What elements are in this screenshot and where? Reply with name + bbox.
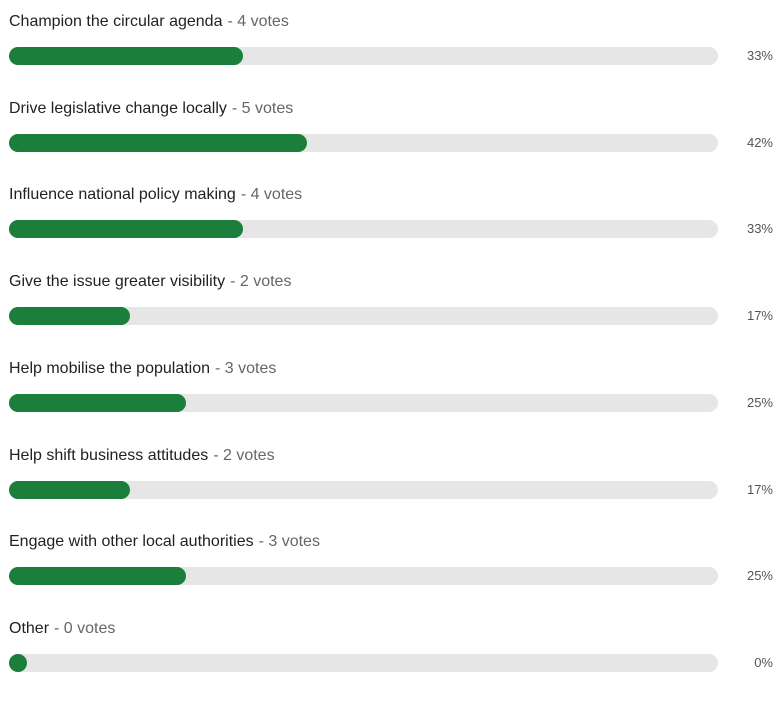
bar-track [9,307,718,326]
poll-option: Engage with other local authorities - 3 v… [0,532,777,618]
percent-label: 33% [746,48,773,63]
option-label: Help shift business attitudes - 2 votes [9,446,275,464]
bar-track [9,133,718,152]
percent-label: 17% [746,308,773,324]
option-label: Influence national policy making - 4 vote… [9,186,303,204]
percent-label: 33% [746,221,773,237]
poll-page: Champion the circular agenda - 4 votes 33%… [0,12,777,672]
percent-label: 25% [746,568,773,584]
bar-track [9,47,718,65]
vote-count: - 2 votes [230,273,292,291]
poll-option: Give the issue greater visibility - 2 vot… [0,272,777,358]
vote-count: - 5 votes [231,99,294,117]
vote-count: - 4 votes [240,186,303,204]
bar-fill [9,567,187,586]
bar-fill [9,393,187,412]
vote-count: - 2 votes [213,446,275,464]
poll-option: Help mobilise the population - 3 votes 25% [0,359,777,445]
bar-fill [9,220,243,239]
vote-count: - 3 votes [258,533,320,551]
option-label: Give the issue greater visibility - 2 vot… [9,273,292,291]
percent-label: 42% [746,134,773,150]
poll-option: Drive legislative change locally - 5 vote… [0,99,777,185]
option-label: Champion the circular agenda - 4 votes [9,13,289,30]
bar-track [9,220,718,239]
option-label: Drive legislative change locally - 5 vote… [9,99,294,117]
percent-label: 25% [746,394,773,410]
percent-label: 17% [746,481,773,497]
bar-track [9,567,718,586]
option-label: Other - 0 votes [9,619,116,637]
bar-fill [9,480,130,499]
percent-label: 0% [754,654,773,670]
bar-fill [9,133,307,152]
poll-option: Influence national policy making - 4 vote… [0,185,777,271]
bar-track [9,393,718,412]
vote-count: - 4 votes [227,13,289,30]
option-label: Help mobilise the population - 3 votes [9,359,277,377]
bar-track [9,480,718,499]
poll-option: Champion the circular agenda - 4 votes 33% [0,12,777,98]
vote-count: - 3 votes [215,359,277,377]
poll-option: Other - 0 votes 0% [0,619,777,705]
poll-option: Help shift business attitudes - 2 votes 17… [0,446,777,532]
vote-count: - 0 votes [54,619,116,637]
bar-track [9,653,718,672]
bar-fill [9,307,130,326]
bar-fill [9,47,243,65]
option-label: Engage with other local authorities - 3 v… [9,533,320,551]
bar-fill [9,653,27,672]
